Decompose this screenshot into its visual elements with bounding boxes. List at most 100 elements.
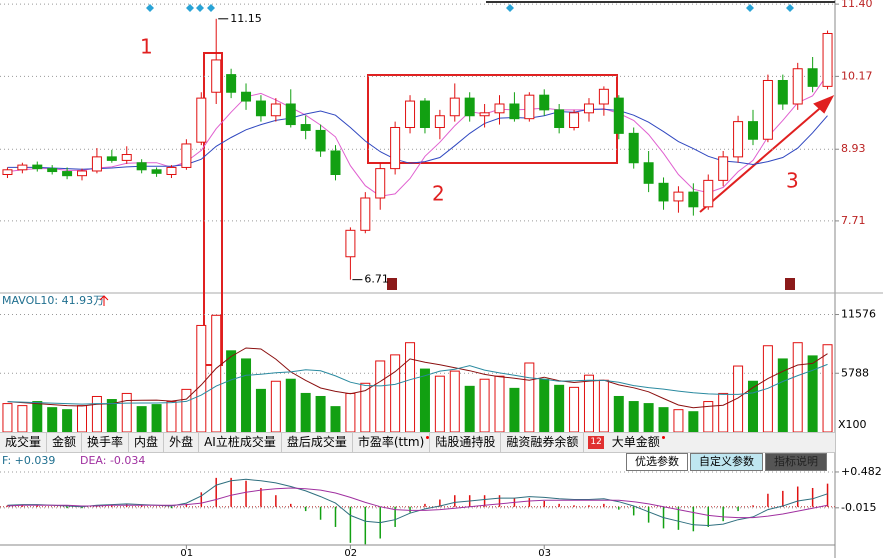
tab[interactable]: 金额 xyxy=(47,433,83,452)
candle-body xyxy=(390,126,401,170)
volume-bar xyxy=(300,392,311,433)
candle-body xyxy=(106,156,117,161)
volume-bar xyxy=(121,392,132,433)
volume-bar xyxy=(494,375,505,433)
volume-bar xyxy=(822,344,833,433)
candle-body xyxy=(598,88,609,105)
tab[interactable]: 市盈率(ttm) xyxy=(353,433,431,452)
y-tick-label: +0.482 xyxy=(841,465,882,478)
volume-bar xyxy=(479,378,490,433)
candle-body xyxy=(703,179,714,208)
y-tick-label: 5788 xyxy=(841,366,869,379)
up-arrow-icon xyxy=(99,295,109,306)
y-tick-label: 11.40 xyxy=(841,0,873,10)
volume-bar xyxy=(196,324,207,433)
candle-body xyxy=(613,97,624,134)
tab[interactable]: 换手率 xyxy=(82,433,130,452)
volume-bar xyxy=(315,395,326,433)
volume-bar xyxy=(270,380,281,433)
candle-body xyxy=(643,162,654,184)
parameter-buttons: 优选参数 自定义参数 指标说明 xyxy=(626,453,829,471)
candle-body xyxy=(151,169,162,174)
candle-body xyxy=(554,109,565,128)
candle-body xyxy=(688,191,699,208)
tab[interactable]: AI立桩成交量 xyxy=(199,433,282,452)
candle-body xyxy=(747,121,758,140)
dea-label: DEA: -0.034 xyxy=(80,454,145,467)
candle-body xyxy=(47,168,58,173)
volume-bar xyxy=(524,362,535,433)
tab[interactable]: 内盘 xyxy=(129,433,165,452)
volume-bar xyxy=(345,392,356,433)
volume-bar xyxy=(807,355,818,433)
volume-bar xyxy=(106,399,117,433)
candle-body xyxy=(270,103,281,117)
tab[interactable]: 外盘 xyxy=(164,433,200,452)
candle-body xyxy=(211,59,222,93)
volume-bar xyxy=(32,401,43,433)
volume-bar xyxy=(226,350,237,433)
candle-body xyxy=(136,162,147,171)
candle-body xyxy=(285,103,296,126)
volume-bar xyxy=(77,405,88,433)
tab[interactable]: 融资融券余额 xyxy=(501,433,585,452)
volume-bar xyxy=(62,409,73,433)
volume-bar xyxy=(569,386,580,433)
x-tick-label: 03 xyxy=(538,548,551,558)
signal-markers xyxy=(146,4,794,12)
price-extreme-label: 11.15 xyxy=(230,12,262,25)
volume-bar xyxy=(166,401,177,433)
candle-body xyxy=(91,156,102,172)
event-icon xyxy=(785,278,795,290)
tab[interactable]: 大单金额 xyxy=(607,433,665,452)
y-tick-label: 11576 xyxy=(841,308,876,321)
candle-body xyxy=(807,68,818,87)
tab[interactable]: 成交量 xyxy=(0,433,48,452)
volume-bar xyxy=(330,406,341,433)
volume-bar xyxy=(47,407,58,433)
y-tick-label: -0.015 xyxy=(841,501,876,514)
x-tick-label: 02 xyxy=(344,548,357,558)
candle-body xyxy=(449,97,460,117)
moving-average-line xyxy=(7,74,828,197)
volume-average-line xyxy=(7,347,828,409)
candle-body xyxy=(464,97,475,117)
volume-bar xyxy=(777,358,788,433)
volume-bar xyxy=(449,370,460,433)
candle-body xyxy=(405,100,416,128)
candle-body xyxy=(315,129,326,152)
button[interactable]: 自定义参数 xyxy=(690,453,763,471)
volume-bar xyxy=(688,411,699,433)
button[interactable]: 优选参数 xyxy=(626,453,688,471)
candle-body xyxy=(255,100,266,117)
candle-body xyxy=(345,229,356,258)
price-extreme-label: 6.71 xyxy=(364,273,389,286)
highlight-boxes xyxy=(203,52,835,366)
candle-body xyxy=(658,182,669,202)
volume-bar xyxy=(136,406,147,433)
candle-body xyxy=(375,168,386,199)
candle-body xyxy=(17,164,28,171)
candle-body xyxy=(524,94,535,120)
volume-bar xyxy=(360,382,371,433)
volume-bar xyxy=(554,384,565,433)
volume-bar xyxy=(91,395,102,433)
candle-body xyxy=(583,103,594,114)
tab[interactable]: 盘后成交量 xyxy=(282,433,353,452)
candle-body xyxy=(77,170,88,177)
annotation: 3 xyxy=(786,169,799,193)
tab[interactable]: 陆股通持股 xyxy=(430,433,502,452)
volume-bar xyxy=(613,395,624,433)
candle-body xyxy=(822,32,833,87)
candle-body xyxy=(330,150,341,175)
volume-bar xyxy=(2,403,13,433)
candle-body xyxy=(62,171,73,177)
candle-body xyxy=(2,169,13,175)
event-icon xyxy=(387,278,397,290)
button[interactable]: 指标说明 xyxy=(765,453,827,471)
candle-body xyxy=(196,97,207,143)
candle-body xyxy=(673,191,684,202)
volume-bar xyxy=(255,388,266,433)
